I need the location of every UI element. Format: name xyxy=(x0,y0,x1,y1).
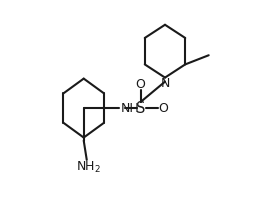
Text: O: O xyxy=(158,102,168,115)
Text: N: N xyxy=(160,77,170,90)
Text: S: S xyxy=(136,101,145,116)
Text: NH$_2$: NH$_2$ xyxy=(76,159,101,174)
Text: NH: NH xyxy=(120,102,139,115)
Text: O: O xyxy=(136,78,146,91)
